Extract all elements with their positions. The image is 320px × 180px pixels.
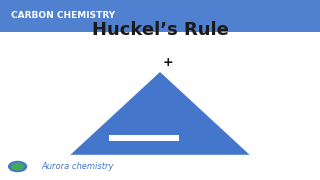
Text: Aurora chemistry: Aurora chemistry bbox=[42, 162, 114, 171]
Bar bbox=[109, 135, 179, 141]
Polygon shape bbox=[70, 72, 250, 155]
Circle shape bbox=[12, 163, 23, 170]
Text: +: + bbox=[163, 56, 173, 69]
Text: CARBON CHEMISTRY: CARBON CHEMISTRY bbox=[11, 11, 115, 20]
Bar bbox=[0, 0, 320, 31]
Text: Huckel’s Rule: Huckel’s Rule bbox=[92, 21, 228, 39]
Circle shape bbox=[9, 161, 27, 172]
